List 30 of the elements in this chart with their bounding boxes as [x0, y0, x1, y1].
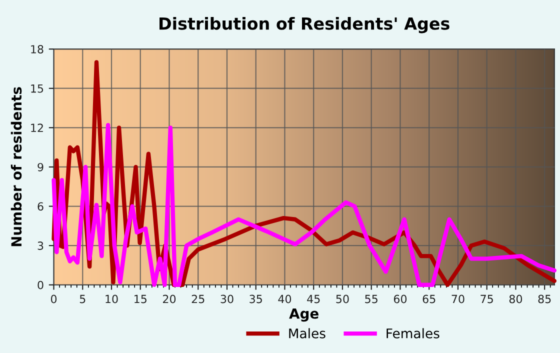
x-tick-label: 15	[134, 294, 146, 304]
x-tick-label: 85	[538, 294, 551, 304]
chart-title: Distribution of Residents' Ages	[160, 16, 450, 34]
legend-label: Males	[289, 328, 326, 338]
x-axis-title: Age	[289, 308, 318, 322]
y-tick-label: 3	[38, 242, 44, 250]
x-tick-label: 55	[365, 294, 378, 304]
x-tick-label: 5	[80, 294, 86, 304]
x-tick-label: 10	[106, 294, 118, 304]
x-tick-label: 65	[422, 294, 436, 304]
x-tick-label: 25	[192, 294, 204, 304]
x-tick-label: 35	[250, 294, 262, 304]
y-tick-label: 12	[31, 124, 43, 132]
x-tick-label: 50	[336, 294, 349, 304]
x-tick-label: 20	[162, 294, 176, 304]
x-tick-label: 75	[480, 294, 493, 304]
y-tick-label: 6	[38, 202, 44, 211]
x-tick-label: 80	[509, 294, 522, 304]
x-tick-label: 70	[452, 294, 464, 304]
y-axis-title: Number of residents	[10, 87, 22, 246]
y-tick-label: 15	[31, 84, 44, 93]
x-tick-label: 0	[50, 294, 57, 304]
x-tick-label: 30	[220, 294, 234, 304]
x-tick-label: 40	[278, 294, 292, 304]
legend-label: Females	[386, 328, 440, 338]
y-tick-label: 9	[38, 162, 44, 172]
y-tick-label: 18	[31, 45, 44, 54]
y-tick-label: 0	[38, 280, 44, 290]
x-tick-label: 60	[394, 294, 407, 304]
x-tick-label: 45	[307, 294, 320, 304]
